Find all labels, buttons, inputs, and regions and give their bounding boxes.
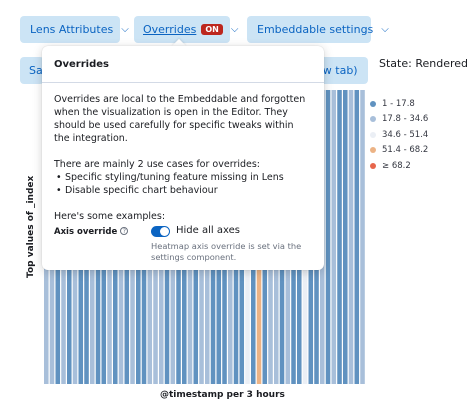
legend-item[interactable]: 34.6 - 51.4 — [370, 127, 428, 143]
state-text: State: Rendered — [379, 57, 468, 70]
heatmap-cell[interactable] — [360, 90, 365, 384]
toggle-knob — [160, 227, 169, 236]
use-case-list: Specific styling/tuning feature missing … — [54, 171, 312, 197]
axis-override-label-group: Axis override? — [54, 227, 129, 237]
legend-label: 51.4 - 68.2 — [382, 145, 429, 156]
heatmap-cell[interactable] — [343, 90, 348, 384]
popover-title: Overrides — [42, 46, 324, 83]
legend-swatch — [370, 131, 376, 138]
legend-swatch — [370, 147, 376, 154]
hide-axes-label: Hide all axes — [176, 225, 240, 236]
axis-override-help-text: Heatmap axis override is set via the set… — [151, 241, 302, 262]
open-in-new-tab-label: ew tab) — [316, 64, 358, 77]
legend-item[interactable]: 17.8 - 34.6 — [370, 112, 428, 128]
legend-swatch — [370, 116, 376, 123]
save-button-label: Sav — [29, 64, 44, 77]
list-item: Disable specific chart behaviour — [54, 184, 312, 197]
heatmap-cell[interactable] — [331, 90, 337, 384]
lens-attributes-label: Lens Attributes — [30, 23, 114, 36]
legend-label: 34.6 - 51.4 — [382, 129, 429, 140]
heatmap-cell[interactable] — [354, 90, 360, 384]
y-axis-title: Top values of _index — [26, 175, 36, 278]
overrides-popover: Overrides Overrides are local to the Emb… — [42, 46, 324, 270]
legend-label: 17.8 - 34.6 — [382, 114, 429, 125]
chart-legend: 1 - 17.8 17.8 - 34.6 34.6 - 51.4 51.4 - 68.… — [370, 96, 428, 174]
legend-swatch — [370, 162, 376, 169]
heatmap-cell[interactable] — [325, 90, 331, 384]
popover-paragraph: Overrides are local to the Embeddable an… — [54, 94, 306, 144]
heatmap-cell[interactable] — [348, 90, 354, 384]
question-circle-icon[interactable]: ? — [120, 227, 129, 235]
chevron-down-icon: ⌵ — [121, 24, 129, 35]
overrides-button[interactable]: Overrides ON ⌵ — [134, 16, 238, 43]
hide-axes-toggle[interactable] — [151, 226, 170, 237]
legend-item[interactable]: ≥ 68.2 — [370, 158, 428, 174]
legend-item[interactable]: 51.4 - 68.2 — [370, 143, 428, 159]
examples-heading: Here's some examples: — [54, 211, 166, 222]
popover-body: Overrides are local to the Embeddable an… — [42, 83, 324, 223]
list-item: Specific styling/tuning feature missing … — [54, 171, 312, 184]
lens-attributes-button[interactable]: Lens Attributes ⌵ — [20, 16, 129, 43]
x-axis-title: @timestamp per 3 hours — [160, 390, 285, 400]
heatmap-cell[interactable] — [337, 90, 342, 384]
embeddable-settings-label: Embeddable settings — [257, 23, 374, 36]
chevron-down-icon: ⌵ — [381, 24, 389, 35]
chevron-down-icon: ⌵ — [230, 24, 239, 35]
overrides-label: Overrides — [143, 23, 197, 36]
legend-swatch — [370, 100, 376, 107]
save-button[interactable]: Sav — [20, 57, 44, 84]
legend-item[interactable]: 1 - 17.8 — [370, 96, 428, 112]
popover-paragraph: There are mainly 2 use cases for overrid… — [54, 159, 261, 170]
legend-label: 1 - 17.8 — [382, 98, 415, 109]
embeddable-settings-button[interactable]: Embeddable settings ⌵ — [247, 16, 389, 43]
axis-override-label: Axis override — [54, 227, 118, 237]
overrides-on-badge: ON — [201, 24, 223, 35]
legend-label: ≥ 68.2 — [382, 160, 411, 171]
